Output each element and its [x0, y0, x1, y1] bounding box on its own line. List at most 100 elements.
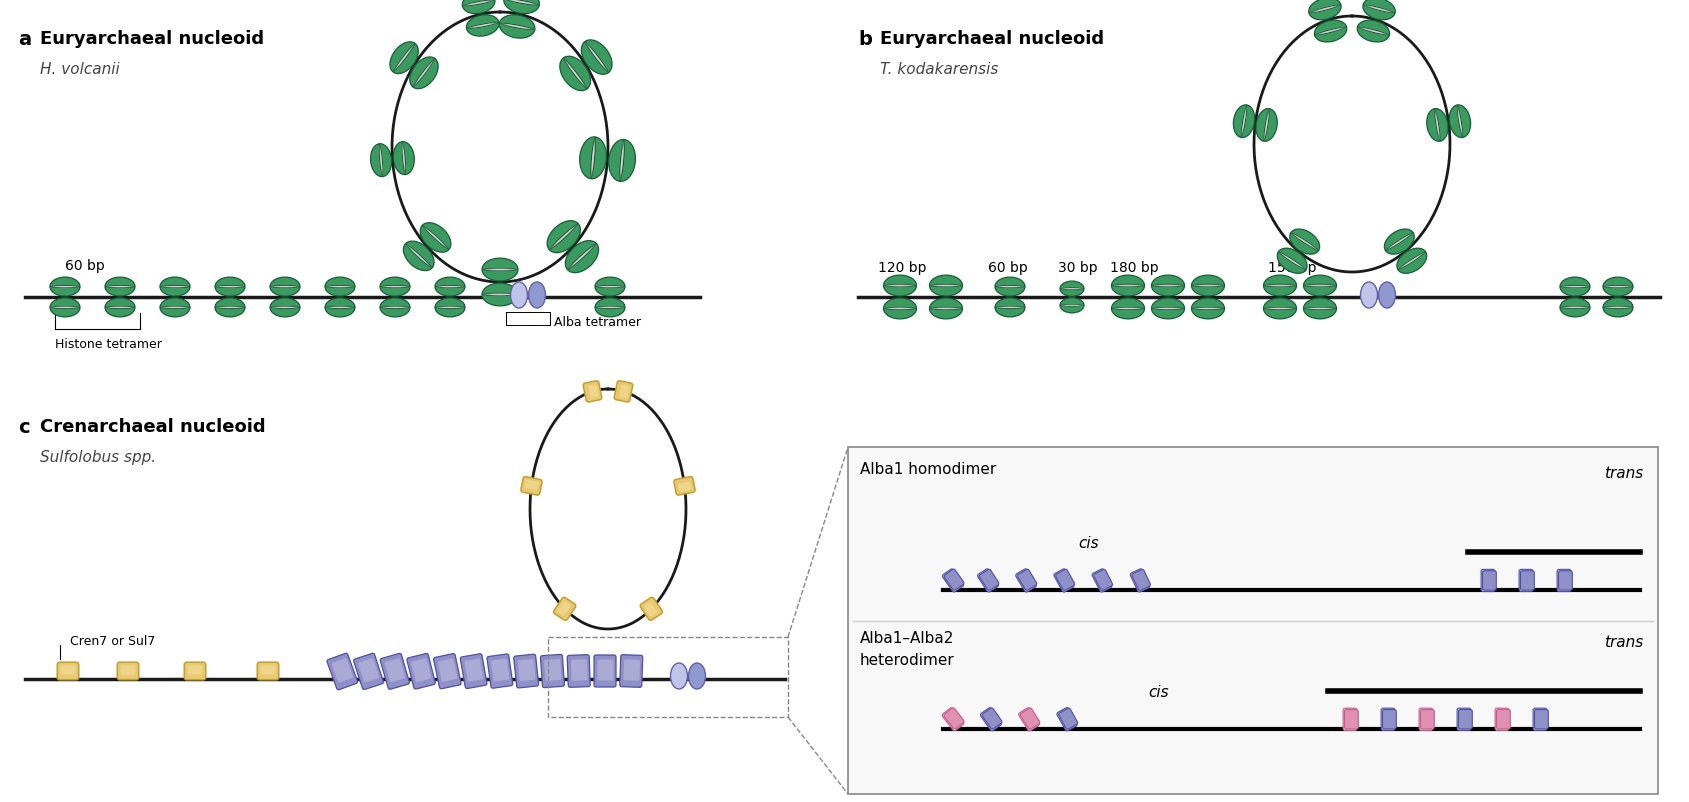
FancyBboxPatch shape [1559, 571, 1572, 590]
Ellipse shape [995, 298, 1025, 318]
Ellipse shape [272, 286, 297, 289]
Ellipse shape [221, 286, 243, 288]
Ellipse shape [500, 24, 530, 30]
Ellipse shape [1270, 308, 1294, 310]
FancyBboxPatch shape [1520, 571, 1534, 590]
Ellipse shape [998, 286, 1020, 288]
Ellipse shape [105, 298, 135, 318]
Ellipse shape [1000, 306, 1025, 310]
Ellipse shape [608, 140, 635, 182]
Ellipse shape [486, 269, 513, 271]
Ellipse shape [54, 286, 81, 289]
Ellipse shape [466, 24, 495, 30]
Ellipse shape [932, 285, 961, 288]
Ellipse shape [164, 307, 186, 309]
Ellipse shape [407, 246, 427, 264]
Ellipse shape [466, 2, 490, 6]
Ellipse shape [503, 0, 539, 14]
Ellipse shape [274, 286, 296, 288]
Ellipse shape [1314, 21, 1346, 43]
Ellipse shape [1116, 286, 1140, 287]
Ellipse shape [620, 146, 623, 176]
FancyBboxPatch shape [1093, 569, 1111, 593]
Ellipse shape [1194, 308, 1218, 310]
Ellipse shape [1241, 112, 1246, 136]
Ellipse shape [490, 294, 515, 296]
Text: c: c [19, 418, 30, 436]
FancyBboxPatch shape [674, 477, 696, 496]
Ellipse shape [1194, 285, 1223, 288]
Ellipse shape [390, 43, 419, 75]
Ellipse shape [1306, 308, 1334, 310]
Ellipse shape [436, 298, 464, 318]
Ellipse shape [1365, 6, 1393, 14]
Ellipse shape [380, 152, 383, 176]
Ellipse shape [620, 149, 623, 180]
Ellipse shape [1263, 285, 1292, 288]
Ellipse shape [1196, 308, 1219, 310]
Ellipse shape [934, 285, 963, 288]
Ellipse shape [160, 298, 189, 318]
FancyBboxPatch shape [540, 654, 564, 688]
Ellipse shape [934, 308, 958, 310]
FancyBboxPatch shape [583, 381, 601, 403]
FancyBboxPatch shape [328, 654, 358, 690]
Ellipse shape [49, 306, 76, 310]
Ellipse shape [274, 306, 301, 310]
Ellipse shape [1241, 106, 1246, 134]
Ellipse shape [1378, 282, 1395, 309]
FancyBboxPatch shape [1130, 569, 1150, 593]
Ellipse shape [464, 1, 493, 7]
FancyBboxPatch shape [122, 666, 135, 674]
Ellipse shape [596, 286, 618, 288]
Ellipse shape [397, 46, 414, 67]
Ellipse shape [1152, 276, 1184, 297]
Ellipse shape [997, 286, 1018, 288]
Ellipse shape [1304, 285, 1333, 288]
FancyBboxPatch shape [620, 655, 644, 687]
Ellipse shape [490, 269, 515, 271]
Ellipse shape [1233, 106, 1255, 139]
Ellipse shape [1358, 27, 1385, 35]
FancyBboxPatch shape [407, 654, 436, 689]
Text: 60 bp: 60 bp [64, 259, 105, 273]
Text: 150 bp: 150 bp [1268, 261, 1316, 274]
Ellipse shape [1387, 234, 1412, 250]
Ellipse shape [402, 149, 405, 173]
Ellipse shape [1319, 29, 1343, 35]
Ellipse shape [1436, 114, 1441, 142]
Ellipse shape [1608, 286, 1633, 289]
Ellipse shape [105, 306, 130, 310]
FancyBboxPatch shape [677, 482, 691, 492]
Ellipse shape [1368, 6, 1395, 14]
Ellipse shape [1061, 289, 1079, 290]
Ellipse shape [272, 286, 294, 288]
FancyBboxPatch shape [491, 659, 510, 682]
Ellipse shape [888, 308, 917, 310]
Ellipse shape [52, 306, 78, 310]
FancyBboxPatch shape [57, 662, 79, 680]
FancyBboxPatch shape [557, 602, 571, 616]
Ellipse shape [1155, 308, 1181, 310]
Ellipse shape [1385, 229, 1414, 255]
Ellipse shape [1241, 108, 1246, 136]
Ellipse shape [1062, 288, 1083, 290]
Ellipse shape [426, 229, 446, 247]
Text: 120 bp: 120 bp [878, 261, 927, 274]
Ellipse shape [106, 286, 133, 289]
Ellipse shape [591, 144, 595, 180]
Ellipse shape [468, 25, 491, 29]
Text: a: a [19, 30, 30, 49]
Ellipse shape [600, 306, 625, 310]
Ellipse shape [1002, 307, 1024, 309]
Ellipse shape [1157, 308, 1184, 310]
Ellipse shape [591, 140, 595, 171]
Ellipse shape [564, 61, 583, 83]
Ellipse shape [439, 307, 461, 309]
Ellipse shape [328, 306, 353, 310]
Ellipse shape [326, 307, 348, 309]
Ellipse shape [566, 241, 598, 273]
FancyBboxPatch shape [1015, 569, 1037, 593]
FancyBboxPatch shape [571, 659, 588, 681]
FancyBboxPatch shape [1383, 710, 1397, 729]
